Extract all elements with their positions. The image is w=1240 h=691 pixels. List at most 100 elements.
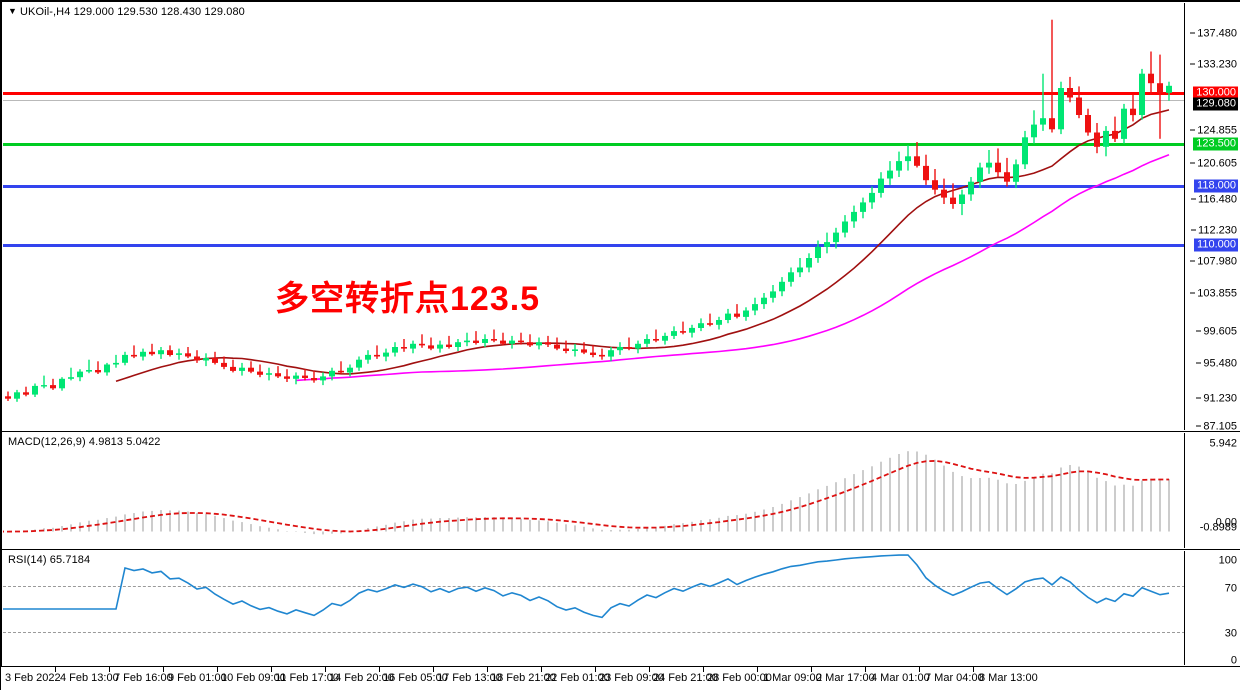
candle [113, 354, 119, 368]
time-separator [433, 667, 434, 672]
level-line-support-118[interactable] [3, 185, 1185, 188]
candle [1067, 76, 1073, 103]
candle [338, 361, 344, 374]
tick-mark [1196, 330, 1202, 332]
candle [770, 285, 776, 303]
rsi-level-70 [3, 586, 1185, 587]
candle [680, 321, 686, 335]
candle [1139, 68, 1145, 120]
candle [581, 342, 587, 355]
chart-annotation[interactable]: 多空转折点123.5 [275, 280, 541, 318]
candle [923, 154, 929, 185]
price-tick: 112.230 [1191, 225, 1237, 237]
time-axis[interactable]: 3 Feb 2022 4 Feb 13:00 7 Feb 16:00 9 Feb 01… [1, 666, 1240, 691]
price-plot-area[interactable]: 多空转折点123.5 [3, 3, 1185, 430]
candle [257, 364, 263, 378]
price-badge-110.000[interactable]: 110.000 [1194, 238, 1238, 252]
candle [1004, 157, 1010, 187]
candle [500, 332, 506, 346]
price-tick: 87.105 [1196, 421, 1237, 433]
candle [176, 348, 182, 360]
ma-slow-line [295, 154, 1170, 382]
candle [212, 351, 218, 365]
candle [860, 197, 866, 219]
time-separator [649, 667, 650, 672]
time-label: 8 Mar 13:00 [979, 672, 1038, 684]
level-line-support-110[interactable] [3, 244, 1185, 247]
collapse-icon[interactable]: ▼ [8, 6, 18, 16]
tick-mark [1190, 260, 1196, 262]
candle [473, 331, 479, 345]
candle [896, 151, 902, 177]
candle [185, 347, 191, 359]
rsi-series [3, 554, 1170, 619]
candle [383, 348, 389, 362]
rsi-line [3, 554, 1170, 619]
price-tick: 95.480 [1196, 358, 1237, 370]
price-badge-129.080[interactable]: 129.080 [1193, 97, 1238, 111]
time-separator [379, 667, 380, 672]
time-label: 7 Feb 16:00 [114, 672, 173, 684]
candle [32, 383, 38, 397]
candle [1049, 19, 1055, 133]
time-label: 18 Feb 21:00 [491, 672, 556, 684]
candle [1103, 126, 1109, 157]
macd-plot-area[interactable] [3, 433, 1185, 548]
rsi-plot-area[interactable] [3, 551, 1185, 665]
candle [590, 345, 596, 358]
macd-axis[interactable]: 5.942 0.00 -0.8989 [1184, 433, 1239, 548]
candle [1094, 123, 1100, 154]
candle [1076, 86, 1082, 119]
candle [986, 150, 992, 174]
candle [248, 361, 254, 374]
candle [329, 367, 335, 381]
candle [824, 232, 830, 254]
symbol-ohlc-label: UKOil-,H4 129.000 129.530 128.430 129.08… [20, 6, 245, 18]
price-tick: 124.855 [1190, 125, 1237, 137]
candle [1022, 130, 1028, 169]
candle [761, 293, 767, 309]
macd-label: MACD(12,26,9) 4.9813 5.0422 [8, 436, 161, 448]
candle [662, 332, 668, 345]
tick-mark [1190, 129, 1196, 131]
candle [878, 172, 884, 198]
tick-mark [1190, 162, 1196, 164]
level-line-pivot-123.5[interactable] [3, 143, 1185, 146]
candle [635, 340, 641, 354]
candle [23, 386, 29, 397]
price-badge-123.500[interactable]: 123.500 [1193, 137, 1238, 151]
candle [302, 369, 308, 381]
candle [140, 348, 146, 361]
price-badge-130.000[interactable]: 130.000 [1193, 86, 1238, 100]
rsi-tick: 0 [1230, 654, 1237, 667]
candle [347, 364, 353, 377]
candle [50, 378, 56, 390]
candle [626, 337, 632, 351]
candle [59, 377, 65, 391]
time-label: 1 Mar 09:00 [763, 672, 822, 684]
candle [68, 367, 74, 381]
tick-mark [1190, 292, 1196, 294]
time-separator [541, 667, 542, 672]
level-line-resistance-130[interactable] [3, 92, 1185, 95]
price-badge-118.000[interactable]: 118.000 [1194, 179, 1238, 193]
candle [707, 313, 713, 327]
time-label: 17 Feb 13:00 [437, 672, 502, 684]
candle [527, 334, 533, 347]
candle [1148, 51, 1154, 95]
candle [887, 161, 893, 185]
candle [1157, 54, 1163, 139]
candle [671, 326, 677, 339]
price-axis[interactable]: 137.480 133.230 124.855 120.605 116.480 112.2… [1184, 3, 1239, 433]
symbol-header[interactable]: ▼ UKOil-,H4 129.000 129.530 128.430 129.0… [8, 6, 245, 18]
candle [779, 277, 785, 297]
candle [599, 348, 605, 360]
candle [428, 337, 434, 351]
rsi-axis[interactable]: 100 70 30 0 [1184, 551, 1239, 667]
candle [446, 335, 452, 349]
time-label: 14 Feb 20:00 [329, 672, 394, 684]
candle [230, 359, 236, 373]
candle [563, 340, 569, 354]
candle [104, 362, 110, 376]
